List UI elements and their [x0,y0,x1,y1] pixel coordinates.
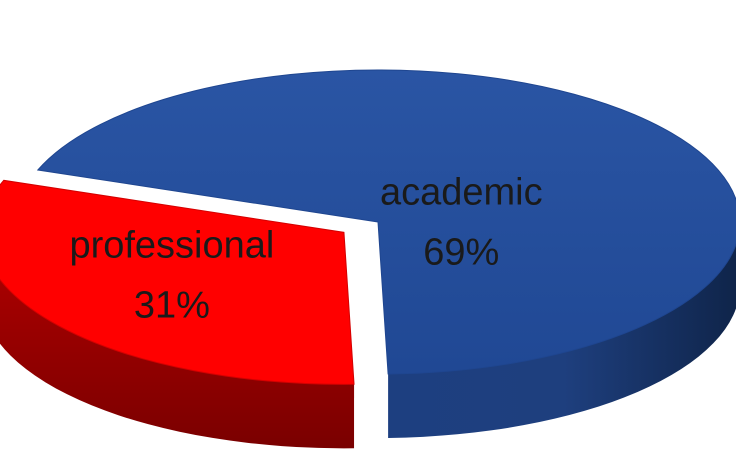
pie-labels: academic 69% professional 31% [69,172,542,327]
slice-value-label-academic: 69% [423,232,499,274]
pie-slice-academic [36,69,736,375]
pie-top-faces [0,69,736,385]
slice-label-professional: professional [69,224,274,266]
pie-side-academic [388,244,736,438]
pie-slice-professional [0,179,355,385]
slice-value-label-professional: 31% [134,284,210,326]
slice-label-academic: academic [380,172,543,214]
pie-side-professional [0,279,355,449]
